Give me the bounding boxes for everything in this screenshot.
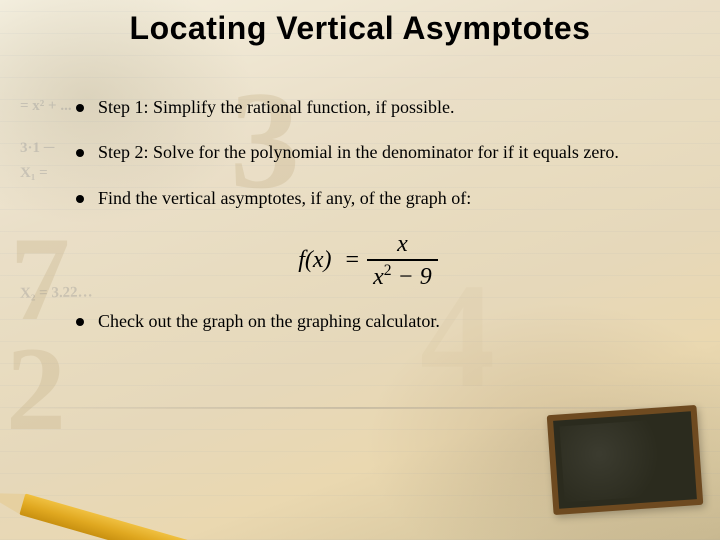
bullet-icon (76, 104, 84, 112)
step-2-text: Step 2: Solve for the polynomial in the … (98, 141, 660, 164)
equation-lhs: f(x) (298, 245, 331, 276)
pencil-icon (0, 440, 267, 540)
equation: f(x) = x x2 − 9 (298, 232, 438, 290)
bullet-icon (76, 195, 84, 203)
decor-scribble: = x² + ... (20, 98, 72, 115)
prompt-text: Find the vertical asymptotes, if any, of… (98, 187, 660, 210)
denom-const: − 9 (392, 264, 432, 290)
equation-fraction: x x2 − 9 (367, 232, 438, 290)
bullet-icon (76, 149, 84, 157)
slide-title: Locating Vertical Asymptotes (0, 10, 720, 47)
bullet-prompt: Find the vertical asymptotes, if any, of… (76, 187, 660, 210)
step-1-text: Step 1: Simplify the rational function, … (98, 96, 660, 119)
equation-equals: = (346, 245, 360, 276)
decor-digit: 2 (6, 320, 66, 458)
bullet-step-2: Step 2: Solve for the polynomial in the … (76, 141, 660, 164)
equation-numerator: x (391, 232, 414, 257)
equation-block: f(x) = x x2 − 9 (76, 232, 660, 290)
divider-line (0, 407, 720, 409)
decor-scribble: X₁ = (20, 165, 48, 182)
chalkboard-icon (547, 405, 704, 515)
slide-body: Step 1: Simplify the rational function, … (76, 96, 660, 333)
bullet-step-1: Step 1: Simplify the rational function, … (76, 96, 660, 119)
decor-scribble: 3·1 ─ (20, 140, 54, 157)
bullet-closing: Check out the graph on the graphing calc… (76, 310, 660, 333)
fraction-bar (367, 259, 438, 260)
equation-denominator: x2 − 9 (367, 263, 438, 290)
denom-var: x (373, 264, 384, 290)
slide: 7 2 3 4 = x² + ... 3·1 ─ X₁ = X₂ = 3.22…… (0, 0, 720, 540)
decor-digit: 7 (10, 210, 70, 348)
bullet-icon (76, 318, 84, 326)
closing-text: Check out the graph on the graphing calc… (98, 310, 660, 333)
denom-exp: 2 (384, 262, 392, 279)
